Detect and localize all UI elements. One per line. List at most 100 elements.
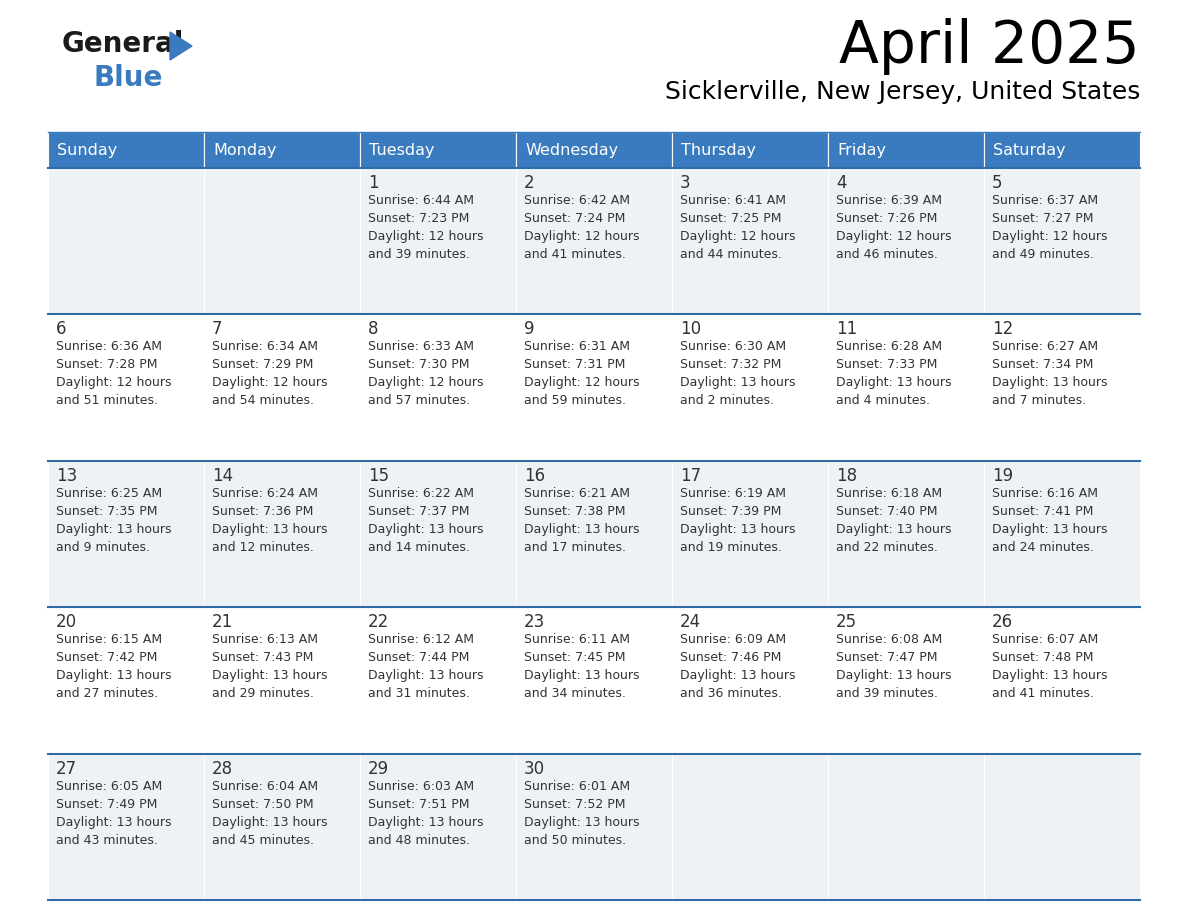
Text: Sunrise: 6:41 AM
Sunset: 7:25 PM
Daylight: 12 hours
and 44 minutes.: Sunrise: 6:41 AM Sunset: 7:25 PM Dayligh… — [680, 194, 795, 261]
Text: Sunrise: 6:21 AM
Sunset: 7:38 PM
Daylight: 13 hours
and 17 minutes.: Sunrise: 6:21 AM Sunset: 7:38 PM Dayligh… — [524, 487, 639, 554]
Text: Sunrise: 6:16 AM
Sunset: 7:41 PM
Daylight: 13 hours
and 24 minutes.: Sunrise: 6:16 AM Sunset: 7:41 PM Dayligh… — [992, 487, 1107, 554]
Bar — [828, 168, 984, 314]
Text: Sunrise: 6:22 AM
Sunset: 7:37 PM
Daylight: 13 hours
and 14 minutes.: Sunrise: 6:22 AM Sunset: 7:37 PM Dayligh… — [368, 487, 484, 554]
Text: 14: 14 — [211, 466, 233, 485]
Polygon shape — [170, 32, 192, 60]
Bar — [672, 461, 828, 607]
Text: General: General — [62, 30, 184, 58]
Bar — [48, 607, 204, 754]
Bar — [984, 168, 1140, 314]
Text: Monday: Monday — [214, 142, 277, 158]
Bar — [984, 132, 1140, 168]
Text: Sunrise: 6:42 AM
Sunset: 7:24 PM
Daylight: 12 hours
and 41 minutes.: Sunrise: 6:42 AM Sunset: 7:24 PM Dayligh… — [524, 194, 639, 261]
Text: Sunrise: 6:04 AM
Sunset: 7:50 PM
Daylight: 13 hours
and 45 minutes.: Sunrise: 6:04 AM Sunset: 7:50 PM Dayligh… — [211, 779, 328, 846]
Text: Wednesday: Wednesday — [525, 142, 619, 158]
Bar — [828, 314, 984, 461]
Bar — [204, 607, 360, 754]
Text: Sunrise: 6:18 AM
Sunset: 7:40 PM
Daylight: 13 hours
and 22 minutes.: Sunrise: 6:18 AM Sunset: 7:40 PM Dayligh… — [836, 487, 952, 554]
Text: 27: 27 — [56, 759, 77, 778]
Text: Sunrise: 6:33 AM
Sunset: 7:30 PM
Daylight: 12 hours
and 57 minutes.: Sunrise: 6:33 AM Sunset: 7:30 PM Dayligh… — [368, 341, 484, 408]
Text: 22: 22 — [368, 613, 388, 632]
Bar — [360, 607, 516, 754]
Bar — [360, 314, 516, 461]
Bar — [984, 754, 1140, 900]
Text: Sunrise: 6:34 AM
Sunset: 7:29 PM
Daylight: 12 hours
and 54 minutes.: Sunrise: 6:34 AM Sunset: 7:29 PM Dayligh… — [211, 341, 328, 408]
Text: Sunrise: 6:24 AM
Sunset: 7:36 PM
Daylight: 13 hours
and 12 minutes.: Sunrise: 6:24 AM Sunset: 7:36 PM Dayligh… — [211, 487, 328, 554]
Text: Thursday: Thursday — [682, 142, 757, 158]
Text: 26: 26 — [992, 613, 1013, 632]
Bar — [204, 132, 360, 168]
Text: 2: 2 — [524, 174, 535, 192]
Bar — [360, 754, 516, 900]
Text: Sunrise: 6:28 AM
Sunset: 7:33 PM
Daylight: 13 hours
and 4 minutes.: Sunrise: 6:28 AM Sunset: 7:33 PM Dayligh… — [836, 341, 952, 408]
Text: Sunrise: 6:07 AM
Sunset: 7:48 PM
Daylight: 13 hours
and 41 minutes.: Sunrise: 6:07 AM Sunset: 7:48 PM Dayligh… — [992, 633, 1107, 700]
Text: Sunrise: 6:44 AM
Sunset: 7:23 PM
Daylight: 12 hours
and 39 minutes.: Sunrise: 6:44 AM Sunset: 7:23 PM Dayligh… — [368, 194, 484, 261]
Bar — [516, 132, 672, 168]
Text: Sunrise: 6:08 AM
Sunset: 7:47 PM
Daylight: 13 hours
and 39 minutes.: Sunrise: 6:08 AM Sunset: 7:47 PM Dayligh… — [836, 633, 952, 700]
Bar — [48, 314, 204, 461]
Bar — [672, 168, 828, 314]
Text: 13: 13 — [56, 466, 77, 485]
Text: Sunrise: 6:13 AM
Sunset: 7:43 PM
Daylight: 13 hours
and 29 minutes.: Sunrise: 6:13 AM Sunset: 7:43 PM Dayligh… — [211, 633, 328, 700]
Text: Sunrise: 6:27 AM
Sunset: 7:34 PM
Daylight: 13 hours
and 7 minutes.: Sunrise: 6:27 AM Sunset: 7:34 PM Dayligh… — [992, 341, 1107, 408]
Text: 9: 9 — [524, 320, 535, 339]
Bar — [48, 754, 204, 900]
Text: 10: 10 — [680, 320, 701, 339]
Text: 7: 7 — [211, 320, 222, 339]
Text: 29: 29 — [368, 759, 388, 778]
Text: 8: 8 — [368, 320, 378, 339]
Bar — [516, 168, 672, 314]
Bar — [828, 461, 984, 607]
Text: 30: 30 — [524, 759, 545, 778]
Text: Tuesday: Tuesday — [369, 142, 435, 158]
Bar — [360, 168, 516, 314]
Bar — [204, 754, 360, 900]
Text: Sunrise: 6:05 AM
Sunset: 7:49 PM
Daylight: 13 hours
and 43 minutes.: Sunrise: 6:05 AM Sunset: 7:49 PM Dayligh… — [56, 779, 171, 846]
Bar — [828, 607, 984, 754]
Bar — [672, 607, 828, 754]
Text: Sunday: Sunday — [57, 142, 118, 158]
Text: Sunrise: 6:39 AM
Sunset: 7:26 PM
Daylight: 12 hours
and 46 minutes.: Sunrise: 6:39 AM Sunset: 7:26 PM Dayligh… — [836, 194, 952, 261]
Text: 25: 25 — [836, 613, 857, 632]
Bar — [516, 607, 672, 754]
Text: Sicklerville, New Jersey, United States: Sicklerville, New Jersey, United States — [664, 80, 1140, 104]
Text: Sunrise: 6:12 AM
Sunset: 7:44 PM
Daylight: 13 hours
and 31 minutes.: Sunrise: 6:12 AM Sunset: 7:44 PM Dayligh… — [368, 633, 484, 700]
Text: Sunrise: 6:36 AM
Sunset: 7:28 PM
Daylight: 12 hours
and 51 minutes.: Sunrise: 6:36 AM Sunset: 7:28 PM Dayligh… — [56, 341, 171, 408]
Bar — [984, 314, 1140, 461]
Text: 5: 5 — [992, 174, 1003, 192]
Text: 12: 12 — [992, 320, 1013, 339]
Text: 21: 21 — [211, 613, 233, 632]
Bar — [204, 314, 360, 461]
Bar — [516, 754, 672, 900]
Text: April 2025: April 2025 — [840, 18, 1140, 75]
Bar — [204, 168, 360, 314]
Text: 20: 20 — [56, 613, 77, 632]
Text: 16: 16 — [524, 466, 545, 485]
Text: 4: 4 — [836, 174, 846, 192]
Bar — [48, 168, 204, 314]
Text: 19: 19 — [992, 466, 1013, 485]
Bar — [828, 754, 984, 900]
Text: Sunrise: 6:37 AM
Sunset: 7:27 PM
Daylight: 12 hours
and 49 minutes.: Sunrise: 6:37 AM Sunset: 7:27 PM Dayligh… — [992, 194, 1107, 261]
Bar — [984, 461, 1140, 607]
Text: Sunrise: 6:09 AM
Sunset: 7:46 PM
Daylight: 13 hours
and 36 minutes.: Sunrise: 6:09 AM Sunset: 7:46 PM Dayligh… — [680, 633, 795, 700]
Bar — [48, 132, 204, 168]
Text: 24: 24 — [680, 613, 701, 632]
Bar — [516, 461, 672, 607]
Text: 6: 6 — [56, 320, 67, 339]
Text: Sunrise: 6:01 AM
Sunset: 7:52 PM
Daylight: 13 hours
and 50 minutes.: Sunrise: 6:01 AM Sunset: 7:52 PM Dayligh… — [524, 779, 639, 846]
Text: 1: 1 — [368, 174, 379, 192]
Text: Sunrise: 6:19 AM
Sunset: 7:39 PM
Daylight: 13 hours
and 19 minutes.: Sunrise: 6:19 AM Sunset: 7:39 PM Dayligh… — [680, 487, 795, 554]
Text: 3: 3 — [680, 174, 690, 192]
Text: Blue: Blue — [94, 64, 164, 92]
Text: 28: 28 — [211, 759, 233, 778]
Text: Sunrise: 6:03 AM
Sunset: 7:51 PM
Daylight: 13 hours
and 48 minutes.: Sunrise: 6:03 AM Sunset: 7:51 PM Dayligh… — [368, 779, 484, 846]
Text: Sunrise: 6:25 AM
Sunset: 7:35 PM
Daylight: 13 hours
and 9 minutes.: Sunrise: 6:25 AM Sunset: 7:35 PM Dayligh… — [56, 487, 171, 554]
Bar — [48, 461, 204, 607]
Bar — [360, 132, 516, 168]
Bar — [360, 461, 516, 607]
Text: 17: 17 — [680, 466, 701, 485]
Text: 18: 18 — [836, 466, 857, 485]
Bar — [672, 314, 828, 461]
Text: Sunrise: 6:11 AM
Sunset: 7:45 PM
Daylight: 13 hours
and 34 minutes.: Sunrise: 6:11 AM Sunset: 7:45 PM Dayligh… — [524, 633, 639, 700]
